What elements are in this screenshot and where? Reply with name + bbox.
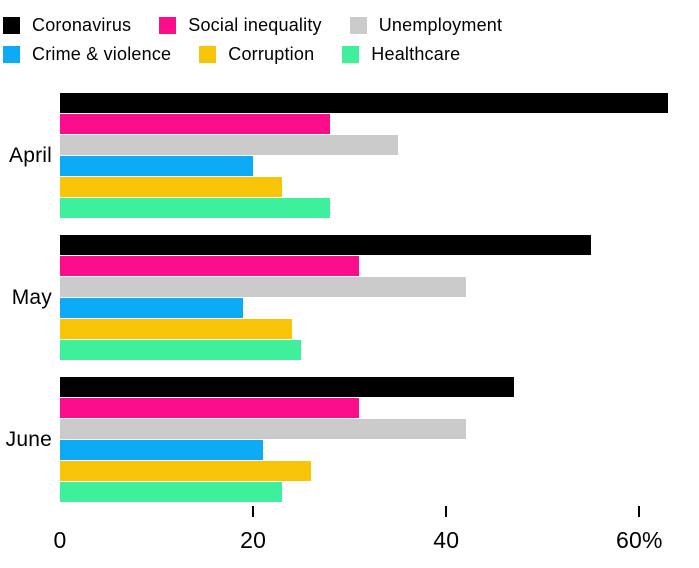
bar-social-inequality	[60, 256, 360, 276]
x-axis-tick-mark	[638, 506, 641, 517]
legend-swatch-icon	[3, 45, 20, 63]
legend-swatch-icon	[3, 16, 20, 34]
legend-label: Corruption	[228, 44, 315, 64]
bar-unemployment	[60, 277, 466, 297]
legend-label: Unemployment	[378, 15, 503, 35]
bar-crime-violence	[60, 298, 244, 318]
legend-swatch-icon	[349, 16, 367, 34]
grouped-bar-chart: April May June	[6, 93, 678, 502]
x-axis-tick-label: 60%	[616, 527, 663, 553]
bar-healthcare	[60, 340, 302, 360]
legend-item: Coronavirus	[3, 16, 131, 34]
bar-healthcare	[60, 482, 283, 502]
legend-item: Crime & violence	[3, 45, 171, 63]
bar-unemployment	[60, 419, 466, 439]
x-axis-tick-label: 20	[240, 527, 267, 553]
legend-item: Social inequality	[159, 15, 322, 35]
legend-label: Social inequality	[188, 15, 322, 35]
legend-label: Healthcare	[371, 44, 461, 64]
x-axis: 0 20 40 60%	[54, 506, 678, 558]
x-axis-tick-label: 40	[433, 527, 460, 553]
bar-social-inequality	[60, 398, 360, 418]
legend-swatch-icon	[342, 45, 360, 63]
bar-corruption	[60, 177, 283, 197]
bar-group-april: April	[9, 93, 678, 218]
bar-corruption	[60, 461, 312, 481]
legend-item: Corruption	[199, 45, 314, 63]
bar-coronavirus	[60, 377, 514, 397]
bar-group-may: May	[12, 235, 678, 360]
x-axis-tick-label: 0	[53, 527, 67, 553]
legend-row-1: Coronavirus Social inequality Unemployment	[3, 16, 699, 34]
bar-crime-violence	[60, 440, 263, 460]
legend-row-2: Crime & violence Corruption Healthcare	[3, 45, 699, 63]
category-label: April	[8, 143, 52, 167]
legend-swatch-icon	[199, 45, 217, 63]
legend-label: Coronavirus	[32, 15, 132, 35]
x-axis-tick-mark	[252, 506, 255, 517]
legend-swatch-icon	[159, 16, 177, 34]
bar-social-inequality	[60, 114, 331, 134]
category-label: May	[11, 285, 52, 309]
bar-coronavirus	[60, 235, 592, 255]
x-axis-tick-mark	[445, 506, 448, 517]
legend-item: Unemployment	[349, 15, 503, 35]
bar-unemployment	[60, 135, 398, 155]
legend-item: Healthcare	[342, 45, 460, 63]
bar-corruption	[60, 319, 292, 339]
bar-group-june: June	[6, 377, 678, 502]
category-label: June	[5, 427, 52, 451]
bar-crime-violence	[60, 156, 254, 176]
legend-label: Crime & violence	[32, 44, 172, 64]
bar-healthcare	[60, 198, 331, 218]
chart-legend: Coronavirus Social inequality Unemployment…	[0, 0, 699, 63]
bar-coronavirus	[60, 93, 669, 113]
